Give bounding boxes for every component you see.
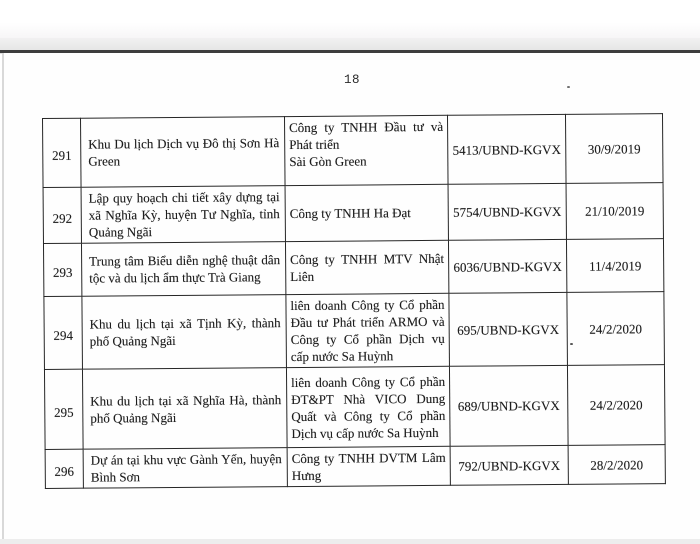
date-cell: 28/2/2020 xyxy=(568,444,666,485)
project-name-cell: Khu du lịch tại xã Tịnh Kỳ, thành phố Qu… xyxy=(81,294,287,370)
date-cell: 24/2/2020 xyxy=(567,364,666,446)
document-number-cell: 5413/UBND-KGVX xyxy=(447,114,567,185)
row-number-cell: 291 xyxy=(42,118,82,188)
approval-table-wrap: 291 Khu Du lịch Dịch vụ Đô thị Sơn Hà Gre… xyxy=(42,113,667,489)
scanner-top-area xyxy=(0,0,700,38)
investor-cell: liên doanh Công ty Cổ phần Đầu tư Phát t… xyxy=(285,293,450,368)
scanner-edge-line xyxy=(0,50,700,53)
row-number-cell: 295 xyxy=(44,369,84,450)
table-row: 295 Khu du lịch tại xã Nghĩa Hà, thành ph… xyxy=(44,364,666,450)
document-number-cell: 5754/UBND-KGVX xyxy=(448,183,567,241)
project-name-cell: Dự án tại khu vực Gành Yến, huyện Bình S… xyxy=(83,447,288,489)
page-number: 18 xyxy=(343,73,360,87)
document-page: 18 291 Khu Du lịch Dịch vụ Đô thị Sơn Hà … xyxy=(4,53,700,544)
row-number-cell: 293 xyxy=(43,243,82,297)
document-number-cell: 695/UBND-KGVX xyxy=(448,292,568,367)
document-number-cell: 792/UBND-KGVX xyxy=(450,445,569,486)
project-name-cell: Lập quy hoạch chi tiết xây dựng tại xã N… xyxy=(81,185,286,244)
investor-cell: liên doanh Công ty Cổ phần ĐT&PT Nhà VIC… xyxy=(286,366,451,448)
date-cell: 21/10/2019 xyxy=(566,182,664,240)
date-cell: 30/9/2019 xyxy=(565,113,664,184)
row-number-cell: 292 xyxy=(43,187,82,244)
approval-table: 291 Khu Du lịch Dịch vụ Đô thị Sơn Hà Gre… xyxy=(42,113,666,489)
investor-cell: Công ty TNHH Đầu tư và Phát triển Sài Gò… xyxy=(284,115,449,186)
date-cell: 24/2/2020 xyxy=(566,291,665,366)
table-row: 296 Dự án tại khu vực Gành Yến, huyện Bìn… xyxy=(45,444,666,489)
scanner-bottom-band xyxy=(0,539,700,544)
table-row: 291 Khu Du lịch Dịch vụ Đô thị Sơn Hà Gre… xyxy=(42,113,664,188)
row-number-cell: 294 xyxy=(43,296,83,370)
table-row: 292 Lập quy hoạch chi tiết xây dựng tại x… xyxy=(43,182,664,244)
table-row: 294 Khu du lịch tại xã Tịnh Kỳ, thành phố… xyxy=(43,291,665,370)
scan-speck xyxy=(567,86,570,88)
page-left-edge xyxy=(2,53,4,544)
investor-cell: Công ty TNHH DVTM Lâm Hưng xyxy=(287,446,451,487)
date-cell: 11/4/2019 xyxy=(566,238,664,293)
investor-cell: Công ty TNHH MTV Nhật Liên xyxy=(285,240,449,295)
project-name-cell: Khu Du lịch Dịch vụ Đô thị Sơn Hà Green xyxy=(80,116,286,188)
document-number-cell: 6036/UBND-KGVX xyxy=(448,239,567,294)
scan-speck xyxy=(570,343,573,345)
row-number-cell: 296 xyxy=(45,449,84,489)
investor-cell: Công ty TNHH Ha Đạt xyxy=(285,184,449,242)
table-row: 293 Trung tâm Biểu diễn nghệ thuật dân tộ… xyxy=(43,238,664,297)
scanner-band xyxy=(0,38,700,50)
document-number-cell: 689/UBND-KGVX xyxy=(449,365,569,447)
project-name-cell: Trung tâm Biểu diễn nghệ thuật dân tộc v… xyxy=(81,241,286,297)
project-name-cell: Khu du lịch tại xã Nghĩa Hà, thành phố Q… xyxy=(82,367,288,450)
